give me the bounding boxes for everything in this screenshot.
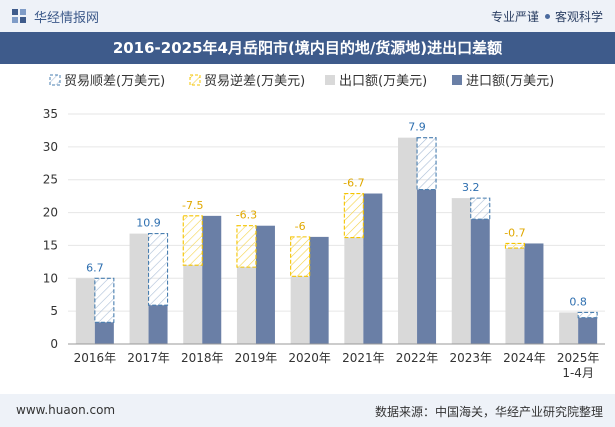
deficit-segment <box>343 192 364 239</box>
balance-label: -6 <box>295 220 306 233</box>
brand-name[interactable]: 华经情报网 <box>34 11 100 26</box>
legend-export-swatch <box>325 75 335 85</box>
y-tick-label: 5 <box>50 304 58 318</box>
x-tick-label: 2019年 <box>235 351 278 365</box>
balance-label: -6.7 <box>343 177 364 190</box>
legend-label: 贸易逆差(万美元) <box>204 73 305 89</box>
x-tick-label: 2021年 <box>342 351 385 365</box>
export-bar <box>183 265 203 344</box>
x-tick-label: 2022年 <box>396 351 439 365</box>
balance-label: 7.9 <box>408 121 426 134</box>
surplus-segment <box>148 233 169 306</box>
import-bar <box>524 243 544 344</box>
export-bar <box>75 278 95 344</box>
export-bar <box>129 233 149 344</box>
legend-surplus-swatch <box>49 74 61 86</box>
y-tick-label: 0 <box>50 337 58 351</box>
brand-logo-icon <box>12 9 26 23</box>
legend-import-swatch <box>452 75 462 85</box>
import-bar <box>148 305 168 344</box>
tagline: 专业严谨 客观科学 <box>491 8 603 25</box>
import-bar <box>94 322 114 344</box>
y-tick-label: 35 <box>43 107 58 121</box>
x-tick-label: 2016年 <box>74 351 117 365</box>
x-tick-label: 2017年 <box>127 351 170 365</box>
title-bar: 2016-2025年4月岳阳市(境内目的地/货源地)进出口差额 <box>0 32 615 64</box>
legend-label: 贸易顺差(万美元) <box>64 74 165 89</box>
deficit-segment <box>504 242 526 249</box>
balance-label: -6.3 <box>236 209 257 222</box>
export-bar <box>398 137 418 344</box>
legend: 贸易顺差(万美元) 贸易逆差(万美元) 出口额(万美元) 进口额(万美元) <box>49 73 554 89</box>
import-bar <box>202 215 222 344</box>
x-tick-label: 2020年 <box>288 351 331 365</box>
import-bar <box>255 225 275 344</box>
deficit-segment <box>290 236 311 277</box>
import-bar <box>578 317 598 344</box>
bars <box>75 137 598 344</box>
y-tick-label: 10 <box>43 271 58 285</box>
y-tick-label: 15 <box>43 238 58 252</box>
y-tick-label: 30 <box>43 140 58 154</box>
y-tick-label: 20 <box>43 206 58 220</box>
import-bar <box>363 193 383 344</box>
balance-label: 10.9 <box>136 217 161 230</box>
deficit-segment <box>236 225 257 268</box>
x-tick-label: 2018年 <box>181 351 224 365</box>
export-bar <box>559 312 579 344</box>
x-tick-label: 2024年 <box>503 351 546 365</box>
surplus-segment <box>416 137 437 191</box>
tagline-left: 专业严谨 <box>490 10 539 24</box>
x-tick-label: 2025年 <box>557 351 600 365</box>
export-bar <box>344 237 364 344</box>
export-bar <box>505 248 525 344</box>
surplus-segment <box>577 311 598 319</box>
footer-url[interactable]: www.huaon.com <box>16 403 116 417</box>
balance-label: -7.5 <box>182 199 203 212</box>
import-bar <box>417 189 437 344</box>
deficit-segment <box>182 215 203 266</box>
chart-title: 2016-2025年4月岳阳市(境内目的地/货源地)进出口差额 <box>112 39 503 57</box>
x-tick-label: 2023年 <box>449 351 492 365</box>
data-source: 数据来源：中国海关，华经产业研究院整理 <box>374 405 603 419</box>
surplus-segment <box>470 197 491 220</box>
legend-deficit-swatch <box>189 74 201 86</box>
data-labels: 6.7 10.9 -7.5 -6.3 -6 -6.7 7.9 3.2 -0.7 0.8 <box>86 121 587 309</box>
balance-label: 3.2 <box>462 181 480 194</box>
balance-label: 6.7 <box>86 261 104 274</box>
balance-label: -0.7 <box>504 226 525 239</box>
export-bar <box>236 267 256 344</box>
legend-label: 进口额(万美元) <box>466 74 554 89</box>
footer-bar: www.huaon.com 数据来源：中国海关，华经产业研究院整理 <box>0 394 615 427</box>
top-bar: 华经情报网 专业严谨 客观科学 <box>0 0 615 32</box>
balance-label: 0.8 <box>569 295 587 308</box>
x-tick-label: 1-4月 <box>562 366 594 380</box>
separator-dot-icon <box>544 14 550 19</box>
chart-area: 贸易顺差(万美元) 贸易逆差(万美元) 出口额(万美元) 进口额(万美元) 6.7 10… <box>43 73 605 380</box>
legend-label: 出口额(万美元) <box>339 74 427 89</box>
export-bar <box>290 276 310 344</box>
y-tick-label: 25 <box>43 173 58 187</box>
axes: 0 5 10 15 20 25 30 35 2016年 2017年 2018年 2019年 2020年 2… <box>43 107 605 380</box>
import-bar <box>470 219 490 344</box>
export-bar <box>451 198 471 344</box>
tagline-right: 客观科学 <box>554 10 603 24</box>
import-bar <box>309 236 329 344</box>
surplus-segment <box>94 277 115 323</box>
